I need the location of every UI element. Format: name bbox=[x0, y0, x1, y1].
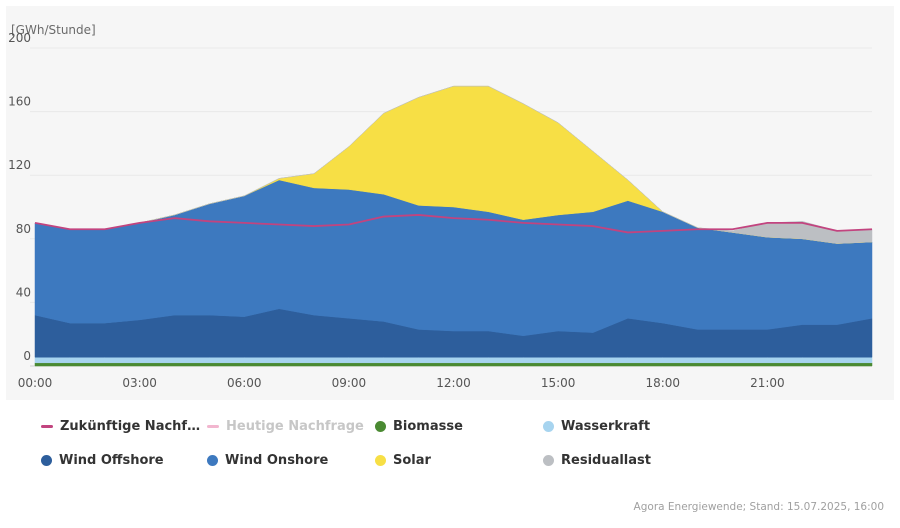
legend-label: Residuallast bbox=[561, 453, 651, 468]
legend: Zukünftige Nachf… Heutige Nachfrage Biomas… bbox=[41, 419, 741, 479]
legend-label: Wasserkraft bbox=[561, 419, 651, 434]
demand-lines bbox=[34, 214, 873, 234]
y-tick-label: 200 bbox=[8, 31, 31, 45]
legend-item-wasserkraft[interactable]: Wasserkraft bbox=[543, 419, 650, 434]
legend-item-wind-offshore[interactable]: Wind Offshore bbox=[41, 453, 164, 468]
legend-label: Zukünftige Nachf… bbox=[60, 419, 201, 434]
legend-dot-icon bbox=[375, 421, 386, 432]
x-tick-label: 06:00 bbox=[227, 376, 262, 390]
legend-item-zukunftige-nachf[interactable]: Zukünftige Nachf… bbox=[41, 419, 200, 434]
legend-dot-icon bbox=[543, 421, 554, 432]
legend-line-icon bbox=[207, 425, 219, 428]
legend-dot-icon bbox=[543, 455, 554, 466]
y-tick-label: 0 bbox=[23, 349, 31, 363]
area-residuallast[interactable] bbox=[34, 85, 873, 244]
y-axis-ticks: 0 40 80 120 160 200 bbox=[8, 31, 31, 363]
y-tick-label: 120 bbox=[8, 158, 31, 172]
legend-label: Heutige Nachfrage bbox=[226, 419, 364, 434]
area-biomasse[interactable] bbox=[34, 362, 873, 367]
legend-label: Solar bbox=[393, 453, 431, 468]
area-wasserkraft[interactable] bbox=[34, 357, 873, 364]
legend-line-icon bbox=[41, 425, 53, 428]
x-tick-label: 18:00 bbox=[645, 376, 680, 390]
source-note: Agora Energiewende; Stand: 15.07.2025, 1… bbox=[633, 501, 884, 513]
x-tick-label: 12:00 bbox=[436, 376, 471, 390]
x-axis-ticks: 00:00 03:00 06:00 09:00 12:00 15:00 18:00 21:00 bbox=[18, 376, 785, 390]
stacked-area-chart: [GWh/Stunde] 0 40 80 120 160 200 00:00 03:00 06… bbox=[8, 23, 873, 390]
legend-label: Wind Offshore bbox=[59, 453, 164, 468]
area-series bbox=[34, 85, 873, 367]
legend-label: Biomasse bbox=[393, 419, 463, 434]
y-tick-label: 160 bbox=[8, 95, 31, 109]
legend-item-heutige-nachfrage[interactable]: Heutige Nachfrage bbox=[207, 419, 364, 434]
x-tick-label: 21:00 bbox=[750, 376, 785, 390]
x-tick-label: 09:00 bbox=[332, 376, 367, 390]
legend-item-solar[interactable]: Solar bbox=[375, 453, 431, 468]
x-tick-label: 03:00 bbox=[122, 376, 157, 390]
legend-item-residuallast[interactable]: Residuallast bbox=[543, 453, 651, 468]
y-axis-unit-label: [GWh/Stunde] bbox=[11, 23, 96, 37]
y-tick-label: 40 bbox=[16, 285, 31, 299]
legend-label: Wind Onshore bbox=[225, 453, 329, 468]
legend-dot-icon bbox=[41, 455, 52, 466]
x-tick-label: 15:00 bbox=[541, 376, 576, 390]
line-zukunftige-nachfrage[interactable] bbox=[34, 214, 873, 234]
legend-dot-icon bbox=[375, 455, 386, 466]
legend-item-wind-onshore[interactable]: Wind Onshore bbox=[207, 453, 328, 468]
x-tick-label: 00:00 bbox=[18, 376, 53, 390]
y-tick-label: 80 bbox=[16, 222, 31, 236]
legend-item-biomasse[interactable]: Biomasse bbox=[375, 419, 463, 434]
legend-dot-icon bbox=[207, 455, 218, 466]
